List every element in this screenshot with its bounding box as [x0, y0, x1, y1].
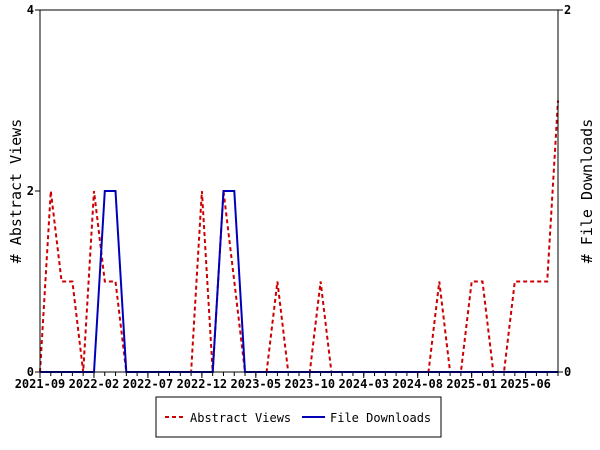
y2-tick-label: 2: [564, 3, 571, 17]
x-tick-label: 2022-07: [123, 377, 174, 391]
x-tick-label: 2021-09: [15, 377, 66, 391]
x-tick-label: 2024-03: [338, 377, 389, 391]
x-tick-label: 2022-12: [177, 377, 228, 391]
x-tick-label: 2025-01: [446, 377, 497, 391]
y-tick-label: 0: [27, 365, 34, 379]
x-tick-label: 2022-02: [69, 377, 120, 391]
y-axis-label: # Abstract Views: [7, 119, 25, 264]
y-tick-label: 2: [27, 184, 34, 198]
legend: Abstract Views File Downloads: [155, 396, 442, 438]
legend-box: [155, 396, 442, 438]
x-tick-label: 2025-06: [500, 377, 551, 391]
x-tick-label: 2024-08: [392, 377, 443, 391]
series-line-file-downloads: [40, 190, 558, 373]
y-tick-label: 4: [27, 3, 34, 17]
plot-frame: [39, 9, 559, 373]
legend-label-file-downloads: File Downloads: [330, 411, 431, 425]
x-tick-label: 2023-10: [285, 377, 336, 391]
legend-label-abstract-views: Abstract Views: [190, 411, 291, 425]
y2-tick-label: 0: [564, 365, 571, 379]
y2-axis-label: # File Downloads: [578, 119, 596, 264]
x-tick-label: 2023-05: [231, 377, 282, 391]
